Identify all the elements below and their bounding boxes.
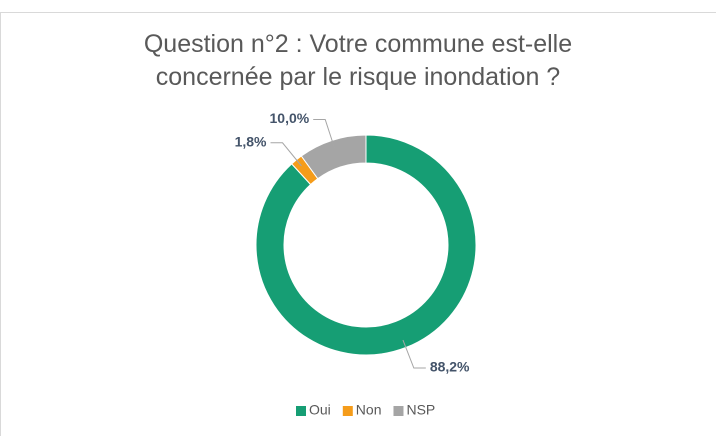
legend-swatch xyxy=(296,406,306,416)
legend-label: Non xyxy=(356,402,382,418)
donut-segment xyxy=(255,134,477,356)
legend-label: Oui xyxy=(309,402,331,418)
legend-label: NSP xyxy=(406,402,435,418)
data-label: 88,2% xyxy=(430,359,470,375)
legend-swatch xyxy=(393,406,404,416)
chart-title: Question n°2 : Votre commune est-elle co… xyxy=(143,30,573,91)
data-label: 10,0% xyxy=(270,110,310,126)
leader-line xyxy=(313,118,335,149)
donut-segment xyxy=(300,134,367,180)
data-label: 1,8% xyxy=(235,133,267,149)
leader-line xyxy=(270,142,302,167)
chart-border xyxy=(0,12,716,436)
leader-line xyxy=(402,339,426,369)
legend-swatch xyxy=(342,406,353,416)
